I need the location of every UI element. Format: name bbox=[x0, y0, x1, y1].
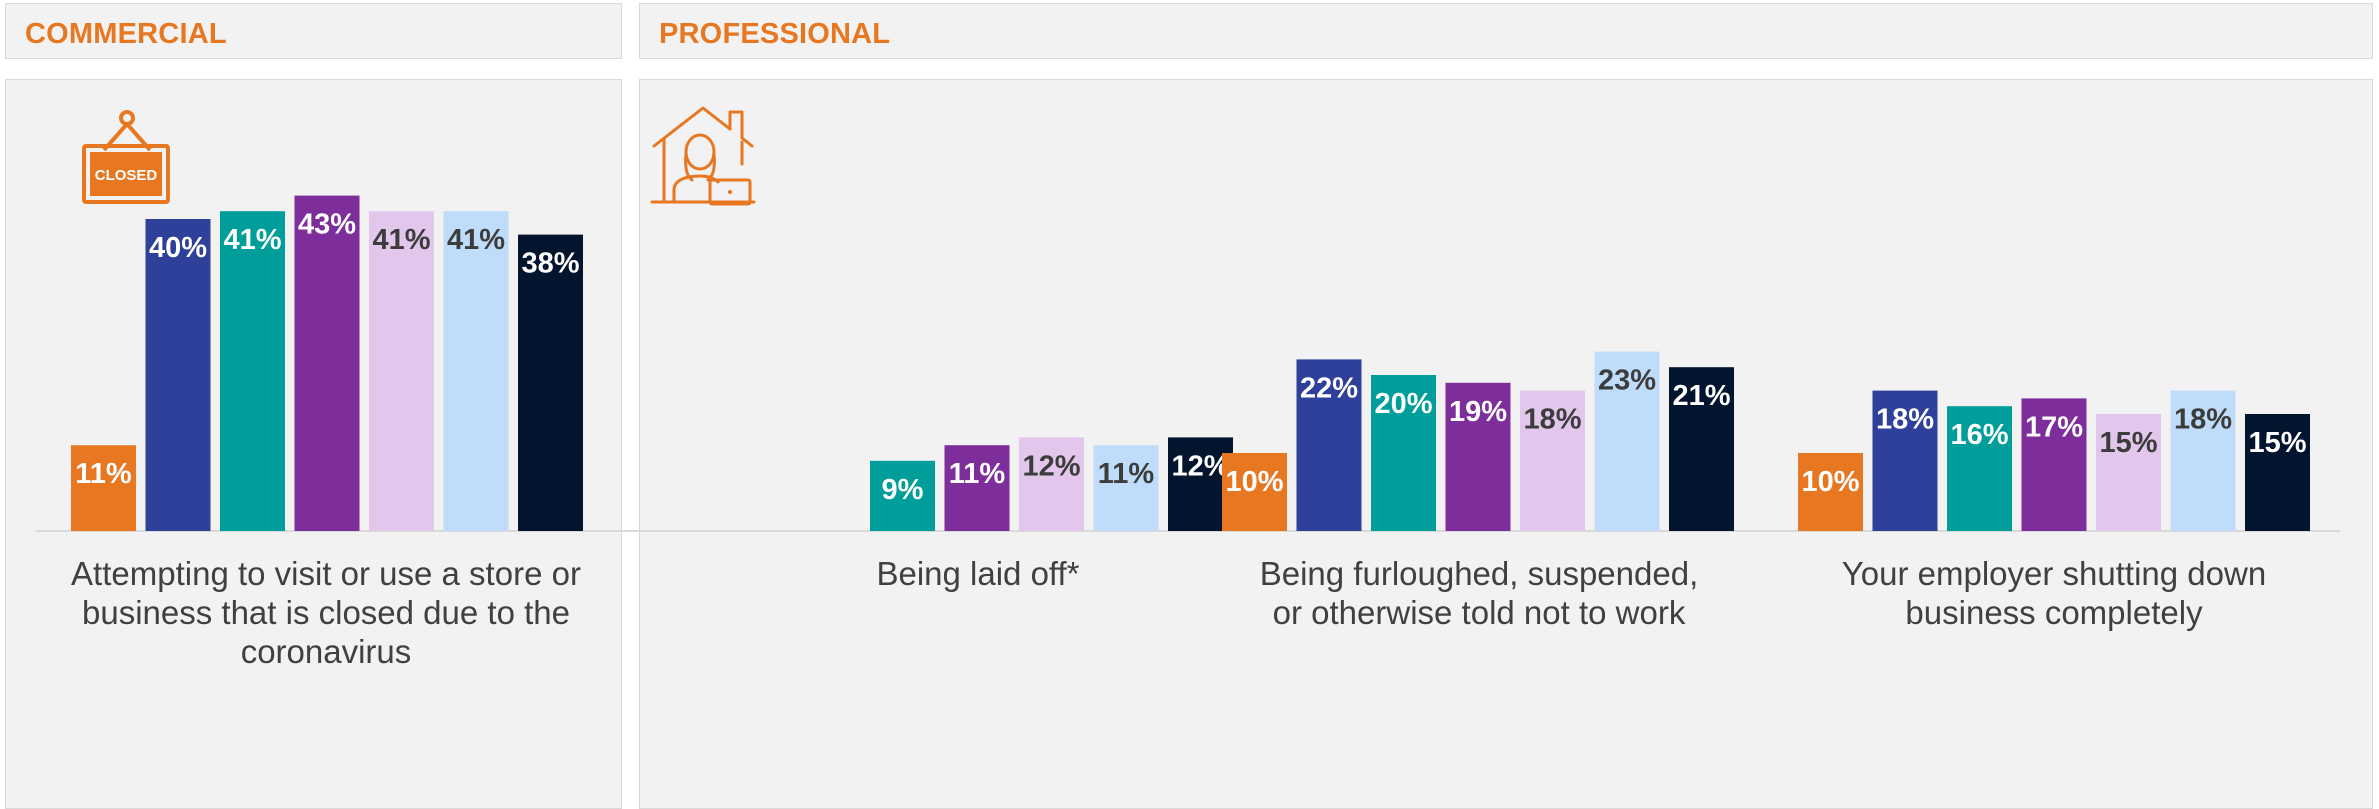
data-label: 22% bbox=[1300, 372, 1358, 404]
bar bbox=[369, 211, 434, 531]
closed-sign-text: CLOSED bbox=[95, 167, 158, 184]
bar bbox=[220, 211, 285, 531]
data-label: 20% bbox=[1374, 388, 1432, 420]
bar bbox=[145, 219, 211, 531]
bar bbox=[1093, 445, 1159, 531]
bar bbox=[1798, 453, 1863, 531]
data-label: 23% bbox=[1598, 365, 1656, 397]
closed-sign-icon: CLOSED bbox=[82, 110, 170, 204]
bar bbox=[1872, 390, 1938, 531]
bar bbox=[71, 445, 136, 531]
data-label: 41% bbox=[372, 224, 430, 256]
data-label: 38% bbox=[521, 248, 579, 280]
bar bbox=[944, 445, 1010, 531]
category-label: Attempting to visit or use a store or bus… bbox=[71, 555, 581, 670]
house-worker-icon bbox=[650, 106, 756, 206]
data-label: 19% bbox=[1449, 396, 1507, 428]
data-label: 10% bbox=[1801, 466, 1859, 498]
bar bbox=[518, 234, 583, 531]
bar-group: 11% 40% 41% 43% 41% 41% 38% bbox=[71, 195, 583, 531]
data-label: 15% bbox=[2248, 427, 2306, 459]
data-label: 41% bbox=[223, 224, 281, 256]
bar-group: 10% 22% 20% 19% 18% 23% 21% bbox=[1222, 351, 1734, 531]
bar-group: 10% 18% 16% 17% 15% 18% 15% bbox=[1798, 390, 2310, 531]
bar bbox=[1947, 406, 2012, 531]
data-label: 11% bbox=[75, 458, 132, 490]
bar bbox=[443, 211, 509, 531]
bar bbox=[1019, 437, 1084, 531]
data-label: 12% bbox=[1171, 450, 1229, 482]
bar bbox=[2021, 398, 2087, 531]
data-label: 21% bbox=[1672, 380, 1730, 412]
data-label: 18% bbox=[2174, 404, 2232, 436]
category-label: Your employer shutting down business comp… bbox=[1842, 555, 2266, 631]
data-label: 11% bbox=[1098, 458, 1155, 490]
data-label: 15% bbox=[2099, 427, 2157, 459]
data-label: 17% bbox=[2025, 411, 2083, 443]
commercial-header: COMMERCIAL bbox=[5, 3, 622, 59]
data-label: 40% bbox=[149, 232, 207, 264]
bar bbox=[294, 195, 360, 531]
bar bbox=[1445, 382, 1511, 531]
data-label: 12% bbox=[1022, 450, 1080, 482]
bar bbox=[1222, 453, 1287, 531]
bar bbox=[1371, 375, 1436, 531]
bar-group: 9% 11% 12% 11% 12% bbox=[870, 437, 1233, 531]
data-label: 18% bbox=[1523, 404, 1581, 436]
bar bbox=[2096, 414, 2161, 531]
bar bbox=[1669, 367, 1734, 531]
bar bbox=[2245, 414, 2310, 531]
data-label: 41% bbox=[447, 224, 505, 256]
professional-title: PROFESSIONAL bbox=[659, 18, 891, 50]
data-label: 16% bbox=[1950, 419, 2008, 451]
bar bbox=[1594, 351, 1660, 531]
bar bbox=[1520, 390, 1585, 531]
data-label: 18% bbox=[1876, 404, 1934, 436]
category-label: Being furloughed, suspended, or otherwise… bbox=[1260, 555, 1699, 631]
professional-header: PROFESSIONAL bbox=[639, 3, 2373, 59]
bar bbox=[870, 460, 935, 531]
data-label: 43% bbox=[298, 209, 356, 241]
bar bbox=[1296, 359, 1362, 531]
data-label: 10% bbox=[1225, 466, 1283, 498]
data-label: 11% bbox=[949, 458, 1006, 490]
bar bbox=[2170, 390, 2236, 531]
data-label: 9% bbox=[882, 474, 924, 506]
category-label: Being laid off* bbox=[876, 555, 1079, 592]
commercial-title: COMMERCIAL bbox=[25, 18, 227, 50]
